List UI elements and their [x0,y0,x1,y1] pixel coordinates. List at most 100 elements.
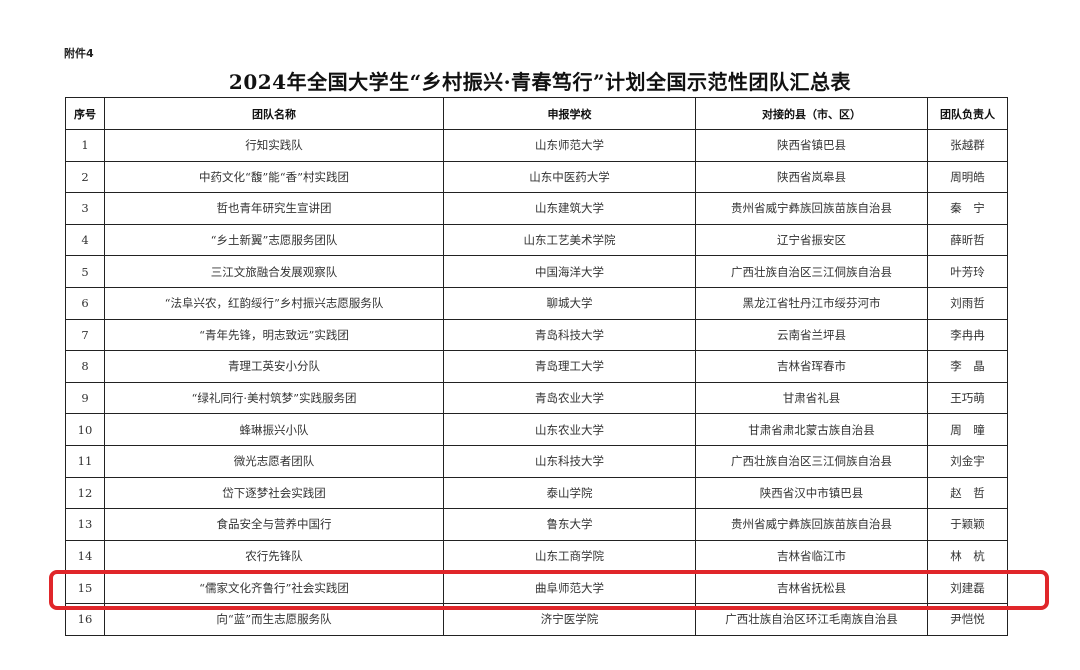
cell-school: 山东农业大学 [443,413,696,446]
cell-county: 黑龙江省牡丹江市绥芬河市 [695,286,928,320]
table-row: 10 蜂琳振兴小队 山东农业大学 甘肃省肃北蒙古族自治县周 曈 [65,413,1008,446]
cell-team-name: “儒家文化齐鲁行”社会实践团 [104,571,444,604]
table-row-highlighted: 15 “儒家文化齐鲁行”社会实践团 曲阜师范大学 吉林省抚松县 刘建磊 [65,571,1008,604]
cell-leader: 薛昕哲 [927,223,1008,257]
cell-team-name: 食品安全与营养中国行 [104,508,444,541]
cell-team-name: 哲也青年研究生宣讲团 [104,192,444,225]
cell-school: 泰山学院 [443,476,696,510]
table-header-row: 序号 团队名称 申报学校 对接的县（市、区） 团队负责人 [65,97,1008,130]
cell-school: 青岛农业大学 [443,381,696,415]
cell-leader: 李冉冉 [927,318,1008,352]
table-row: 12 岱下逐梦社会实践团 泰山学院 陕西省汉中市镇巴县赵 哲 [65,476,1008,510]
cell-school: 山东工艺美术学院 [443,223,696,257]
cell-county: 吉林省临江市 [695,539,928,573]
cell-team-name: 微光志愿者团队 [104,444,444,478]
cell-index: 2 [65,160,105,194]
cell-leader: 刘金宇 [927,444,1008,478]
table-row: 2 中药文化“馥”能“香”村实践团 山东中医药大学 陕西省岚皋县 周明皓 [65,160,1008,194]
table-row: 7 “青年先锋，明志致远”实践团 青岛科技大学 云南省兰坪县 李冉冉 [65,318,1008,352]
cell-leader: 张越群 [927,129,1008,162]
cell-county: 贵州省威宁彝族回族苗族自治县 [695,192,928,225]
cell-team-name: “青年先锋，明志致远”实践团 [104,318,444,352]
cell-index: 16 [65,602,105,636]
cell-county: 广西壮族自治区三江侗族自治县 [695,444,928,478]
cell-school: 济宁医学院 [443,602,696,636]
cell-team-name: “乡土新翼”志愿服务团队 [104,223,444,257]
cell-leader: 赵 哲 [927,476,1008,510]
cell-school: 青岛理工大学 [443,350,696,383]
cell-index: 15 [65,571,105,604]
table-row: 11 微光志愿者团队 山东科技大学 广西壮族自治区三江侗族自治县 刘金宇 [65,444,1008,478]
cell-county: 广西壮族自治区三江侗族自治县 [695,255,928,288]
team-summary-table: 序号 团队名称 申报学校 对接的县（市、区） 团队负责人 1 行知实践队 山东师范大… [65,97,1008,636]
cell-county: 辽宁省振安区 [695,223,928,257]
cell-index: 9 [65,381,105,415]
cell-county: 陕西省镇巴县 [695,129,928,162]
cell-team-name: 岱下逐梦社会实践团 [104,476,444,510]
cell-index: 1 [65,129,105,162]
cell-team-name: 中药文化“馥”能“香”村实践团 [104,160,444,194]
cell-county: 云南省兰坪县 [695,318,928,352]
cell-team-name: 蜂琳振兴小队 [104,413,444,446]
cell-index: 6 [65,286,105,320]
cell-school: 中国海洋大学 [443,255,696,288]
header-team-name: 团队名称 [104,97,444,130]
table-row: 14 农行先锋队 山东工商学院 吉林省临江市林 杭 [65,539,1008,573]
cell-school: 山东中医药大学 [443,160,696,194]
table-row: 9 “绿礼同行·美村筑梦”实践服务团 青岛农业大学 甘肃省礼县 王巧萌 [65,381,1008,415]
cell-team-name: 向“蓝”而生志愿服务队 [104,602,444,636]
table-row: 5 三江文旅融合发展观察队 中国海洋大学 广西壮族自治区三江侗族自治县 叶芳玲 [65,255,1008,288]
table-row: 3 哲也青年研究生宣讲团 山东建筑大学 贵州省威宁彝族回族苗族自治县秦 宁 [65,192,1008,225]
cell-school: 山东师范大学 [443,129,696,162]
cell-school: 山东工商学院 [443,539,696,573]
cell-school: 鲁东大学 [443,508,696,541]
cell-index: 14 [65,539,105,573]
cell-school: 山东建筑大学 [443,192,696,225]
header-index: 序号 [65,97,105,130]
header-county: 对接的县（市、区） [695,97,928,130]
cell-team-name: “绿礼同行·美村筑梦”实践服务团 [104,381,444,415]
header-school: 申报学校 [443,97,696,130]
cell-leader: 刘雨哲 [927,286,1008,320]
cell-county: 吉林省珲春市 [695,350,928,383]
cell-index: 5 [65,255,105,288]
cell-leader: 林 杭 [927,539,1008,573]
cell-index: 11 [65,444,105,478]
cell-leader: 尹恺悦 [927,602,1008,636]
cell-index: 8 [65,350,105,383]
cell-school: 聊城大学 [443,286,696,320]
cell-county: 甘肃省肃北蒙古族自治县 [695,413,928,446]
cell-school: 曲阜师范大学 [443,571,696,604]
table-row: 6 “法阜兴农，红韵绥行”乡村振兴志愿服务队 聊城大学 黑龙江省牡丹江市绥芬河市 刘雨哲 [65,286,1008,320]
cell-index: 3 [65,192,105,225]
cell-county: 甘肃省礼县 [695,381,928,415]
cell-county: 广西壮族自治区环江毛南族自治县 [695,602,928,636]
cell-county: 陕西省汉中市镇巴县 [695,476,928,510]
cell-leader: 秦 宁 [927,192,1008,225]
table-row: 4 “乡土新翼”志愿服务团队 山东工艺美术学院 辽宁省振安区 薛昕哲 [65,223,1008,257]
cell-team-name: 青理工英安小分队 [104,350,444,383]
cell-leader: 周明皓 [927,160,1008,194]
cell-team-name: 农行先锋队 [104,539,444,573]
header-leader: 团队负责人 [927,97,1008,130]
cell-school: 山东科技大学 [443,444,696,478]
cell-leader: 叶芳玲 [927,255,1008,288]
cell-county: 贵州省威宁彝族回族苗族自治县 [695,508,928,541]
attachment-label: 附件4 [64,47,94,60]
table-row: 8 青理工英安小分队 青岛理工大学 吉林省珲春市李 晶 [65,350,1008,383]
cell-team-name: “法阜兴农，红韵绥行”乡村振兴志愿服务队 [104,286,444,320]
cell-team-name: 三江文旅融合发展观察队 [104,255,444,288]
cell-leader: 王巧萌 [927,381,1008,415]
cell-index: 12 [65,476,105,510]
table-row: 13 食品安全与营养中国行 鲁东大学 贵州省威宁彝族回族苗族自治县 于颖颖 [65,508,1008,541]
cell-index: 4 [65,223,105,257]
cell-index: 7 [65,318,105,352]
cell-school: 青岛科技大学 [443,318,696,352]
cell-leader: 刘建磊 [927,571,1008,604]
table-row: 1 行知实践队 山东师范大学 陕西省镇巴县 张越群 [65,129,1008,162]
cell-team-name: 行知实践队 [104,129,444,162]
cell-leader: 周 曈 [927,413,1008,446]
cell-county: 陕西省岚皋县 [695,160,928,194]
document-title: 2024年全国大学生“乡村振兴·青春笃行”计划全国示范性团队汇总表 [228,70,852,94]
cell-leader: 李 晶 [927,350,1008,383]
